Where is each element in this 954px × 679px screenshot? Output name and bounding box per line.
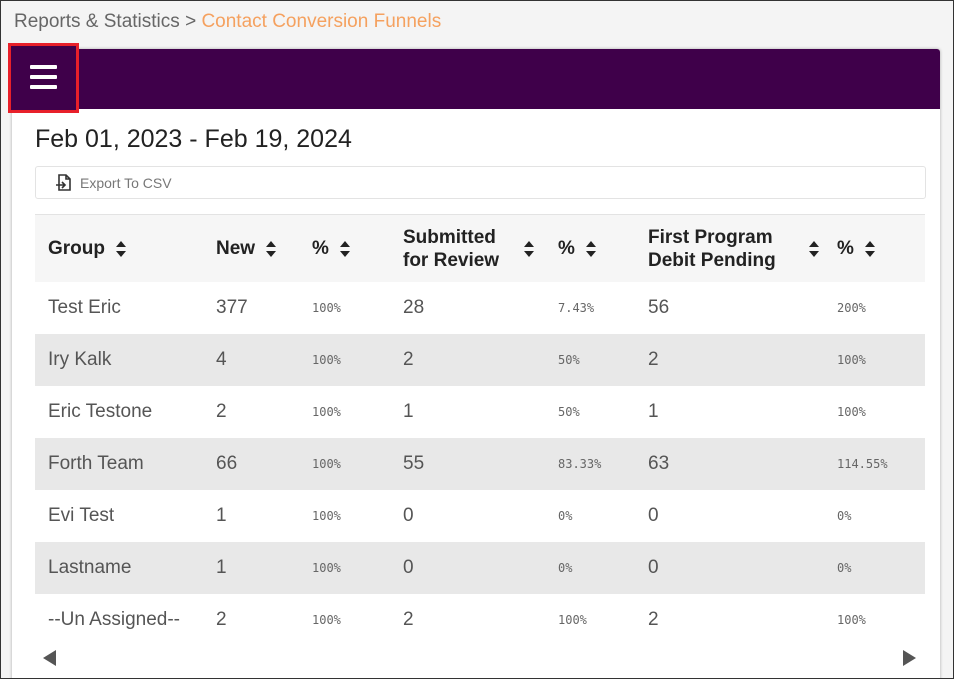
count-cell: 2 <box>216 401 227 422</box>
column-header[interactable]: First Program Debit Pending <box>635 214 824 282</box>
count-cell: 2 <box>635 334 824 386</box>
count-cell: 28 <box>403 297 425 318</box>
group-cell: Lastname <box>35 542 203 594</box>
percent-cell: 200% <box>837 301 866 315</box>
sort-icon[interactable] <box>523 240 535 258</box>
count-cell: 0 <box>648 505 659 526</box>
percent-cell: 114.55% <box>824 438 925 490</box>
percent-cell: 100% <box>312 509 341 523</box>
count-cell: 2 <box>390 334 545 386</box>
percent-cell: 83.33% <box>545 438 635 490</box>
percent-cell: 100% <box>312 301 341 315</box>
column-header[interactable]: Group <box>35 214 203 282</box>
column-header-label: % <box>312 238 329 260</box>
count-cell: 63 <box>635 438 824 490</box>
group-cell: --Un Assigned-- <box>48 609 180 630</box>
count-cell: 1 <box>403 401 414 422</box>
column-header[interactable]: New <box>203 214 299 282</box>
percent-cell: 100% <box>558 613 587 627</box>
sort-icon[interactable] <box>864 240 876 258</box>
percent-cell: 0% <box>558 509 573 523</box>
percent-cell: 100% <box>299 438 390 490</box>
table-row: Iry Kalk 4 100% 2 50% 2 100% <box>35 334 925 386</box>
group-cell: Eric Testone <box>48 401 153 422</box>
menu-button[interactable] <box>8 43 79 113</box>
column-header[interactable]: Submitted for Review <box>390 214 545 282</box>
sort-icon[interactable] <box>265 240 277 258</box>
column-header-label: % <box>558 238 575 260</box>
sort-icon[interactable] <box>339 240 351 258</box>
table-row: Evi Test 1 100% 0 0% 0 0% <box>35 490 925 542</box>
percent-cell: 100% <box>312 613 341 627</box>
column-header-label: New <box>216 238 256 260</box>
table-row: --Un Assigned-- 2 100% 2 100% 2 100% <box>35 594 925 646</box>
sort-icon[interactable] <box>585 240 597 258</box>
group-cell: Forth Team <box>35 438 203 490</box>
header-bar <box>12 49 940 109</box>
count-cell: 1 <box>216 505 227 526</box>
percent-cell: 7.43% <box>558 301 595 315</box>
percent-cell: 0% <box>545 542 635 594</box>
column-header-label: Submitted for Review <box>403 226 500 271</box>
count-cell: 66 <box>203 438 299 490</box>
percent-cell: 100% <box>824 334 925 386</box>
count-cell: 56 <box>648 297 670 318</box>
breadcrumb-current: Contact Conversion Funnels <box>201 11 442 32</box>
breadcrumb-link[interactable]: Reports & Statistics <box>14 11 180 32</box>
count-cell: 4 <box>203 334 299 386</box>
table-row: Test Eric 377 100% 28 7.43% 56 200% <box>35 282 925 334</box>
percent-cell: 100% <box>299 334 390 386</box>
data-table: Group New% Submitted for Review% First Prog… <box>35 214 925 646</box>
table-row: Lastname 1 100% 0 0% 0 0% <box>35 542 925 594</box>
percent-cell: 100% <box>312 405 341 419</box>
group-cell: Iry Kalk <box>35 334 203 386</box>
column-header-label: % <box>837 238 854 260</box>
count-cell: 0 <box>403 505 414 526</box>
group-cell: Evi Test <box>48 505 115 526</box>
percent-cell: 0% <box>824 542 925 594</box>
percent-cell: 100% <box>837 405 866 419</box>
scroll-right[interactable] <box>902 650 916 666</box>
percent-cell: 0% <box>837 509 852 523</box>
group-cell: Test Eric <box>48 297 121 318</box>
count-cell: 1 <box>203 542 299 594</box>
export-icon <box>56 174 71 191</box>
percent-cell: 50% <box>558 405 580 419</box>
percent-cell: 100% <box>837 613 866 627</box>
sort-icon[interactable] <box>115 240 127 258</box>
count-cell: 1 <box>648 401 659 422</box>
column-header[interactable]: % <box>545 214 635 282</box>
export-button[interactable]: Export To CSV <box>35 166 926 199</box>
breadcrumb: Reports & Statistics > Contact Conversio… <box>14 11 441 33</box>
column-header-label: First Program Debit Pending <box>648 226 776 271</box>
count-cell: 377 <box>216 297 248 318</box>
date-range: Feb 01, 2023 - Feb 19, 2024 <box>35 125 352 153</box>
count-cell: 0 <box>635 542 824 594</box>
column-header[interactable]: % <box>824 214 925 282</box>
count-cell: 0 <box>390 542 545 594</box>
count-cell: 2 <box>403 609 414 630</box>
breadcrumb-separator: > <box>185 11 197 32</box>
table-row: Eric Testone 2 100% 1 50% 1 100% <box>35 386 925 438</box>
export-label: Export To CSV <box>80 175 172 191</box>
table-row: Forth Team 66 100% 55 83.33% 63 114.55% <box>35 438 925 490</box>
percent-cell: 50% <box>545 334 635 386</box>
sort-icon[interactable] <box>808 240 820 258</box>
scroll-left[interactable] <box>43 650 57 666</box>
count-cell: 55 <box>390 438 545 490</box>
count-cell: 2 <box>648 609 659 630</box>
column-header[interactable]: % <box>299 214 390 282</box>
column-header-label: Group <box>48 238 105 260</box>
percent-cell: 100% <box>299 542 390 594</box>
count-cell: 2 <box>216 609 227 630</box>
